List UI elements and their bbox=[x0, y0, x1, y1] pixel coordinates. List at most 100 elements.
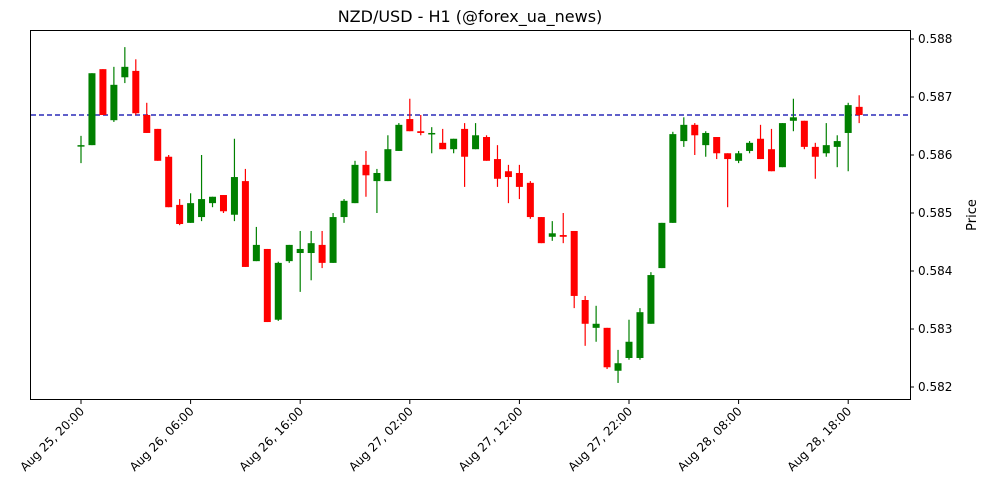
x-tick-label: Aug 27, 02:00 bbox=[346, 404, 416, 474]
candle-body bbox=[461, 128, 469, 157]
candle-down bbox=[757, 124, 765, 160]
x-tick-label: Aug 27, 12:00 bbox=[456, 404, 526, 474]
candle-up bbox=[548, 221, 556, 241]
candle-down bbox=[362, 150, 370, 197]
candle-body bbox=[855, 106, 863, 115]
y-tick-label: 0.583 bbox=[918, 322, 952, 336]
candle-body bbox=[822, 145, 830, 154]
candle-body bbox=[548, 233, 556, 237]
candle-body bbox=[811, 146, 819, 157]
candle-up bbox=[110, 66, 118, 122]
candle-body bbox=[143, 114, 151, 133]
candle-body bbox=[428, 132, 436, 135]
candle-body bbox=[735, 153, 743, 161]
y-tick-label: 0.586 bbox=[918, 148, 952, 162]
candle-body bbox=[636, 312, 644, 358]
candle-down bbox=[263, 248, 271, 323]
candle-body bbox=[165, 156, 173, 208]
candle-body bbox=[450, 138, 458, 150]
candle-body bbox=[274, 262, 282, 320]
candle-body bbox=[241, 181, 249, 267]
candle-body bbox=[187, 203, 195, 223]
plot-frame bbox=[30, 30, 911, 400]
candle-up bbox=[614, 349, 622, 383]
candle-body bbox=[658, 222, 666, 269]
candle-body bbox=[844, 105, 852, 133]
candle-up bbox=[658, 222, 666, 269]
candle-body bbox=[746, 142, 754, 151]
candle-up bbox=[450, 138, 458, 154]
candle-down bbox=[483, 135, 491, 161]
candle-body bbox=[724, 153, 732, 160]
y-tick-label: 0.584 bbox=[918, 264, 952, 278]
candle-body bbox=[307, 243, 315, 254]
candle-up bbox=[428, 127, 436, 154]
candle-down bbox=[461, 123, 469, 187]
candle-body bbox=[209, 196, 217, 204]
candle-up bbox=[285, 244, 293, 263]
candle-body bbox=[198, 199, 206, 218]
candle-up bbox=[373, 168, 381, 213]
x-tick-label: Aug 28, 18:00 bbox=[785, 404, 855, 474]
y-axis-label: Price bbox=[965, 199, 980, 231]
candle-down bbox=[811, 142, 819, 179]
y-tick-label: 0.587 bbox=[918, 90, 952, 104]
candle-body bbox=[493, 159, 501, 179]
y-axis: 0.582 0.583 0.584 0.585 0.586 0.587 0.588 bbox=[910, 32, 952, 394]
candle-down bbox=[559, 213, 567, 244]
candle-up bbox=[307, 230, 315, 281]
candle-body bbox=[88, 73, 96, 146]
candle-up bbox=[647, 272, 655, 324]
candle-body bbox=[691, 124, 699, 136]
candle-up bbox=[833, 135, 841, 168]
candle-body bbox=[362, 164, 370, 176]
candle-down bbox=[219, 195, 227, 213]
candle-body bbox=[154, 128, 162, 161]
candle-up bbox=[669, 131, 677, 223]
candle-body bbox=[537, 217, 545, 244]
candle-up bbox=[789, 98, 797, 132]
x-tick-label: Aug 26, 06:00 bbox=[127, 404, 197, 474]
candle-up bbox=[230, 138, 238, 222]
candle-up bbox=[746, 141, 754, 154]
candle-body bbox=[800, 120, 808, 147]
candle-down bbox=[515, 164, 523, 200]
candle-up bbox=[778, 123, 786, 168]
candle-body bbox=[472, 135, 480, 150]
candle-body bbox=[570, 230, 578, 296]
candle-down bbox=[439, 128, 447, 150]
candle-body bbox=[439, 142, 447, 150]
chart-title: NZD/USD - H1 (@forex_ua_news) bbox=[338, 7, 603, 27]
x-tick-label: Aug 26, 16:00 bbox=[237, 404, 307, 474]
x-axis: Aug 25, 20:00 Aug 26, 06:00 Aug 26, 16:00 A… bbox=[17, 400, 854, 474]
candle-body bbox=[77, 145, 85, 147]
candle-up bbox=[340, 199, 348, 223]
y-tick-label: 0.585 bbox=[918, 206, 952, 220]
candle-body bbox=[384, 149, 392, 182]
candle-body bbox=[669, 134, 677, 223]
candle-up bbox=[351, 160, 359, 204]
candle-up bbox=[77, 135, 85, 164]
candle-up bbox=[735, 150, 743, 164]
candle-down bbox=[691, 123, 699, 155]
candle-body bbox=[395, 124, 403, 151]
candle-up bbox=[274, 261, 282, 321]
candle-body bbox=[373, 172, 381, 182]
candle-down bbox=[603, 327, 611, 370]
x-tick-label: Aug 25, 20:00 bbox=[17, 404, 87, 474]
candle-body bbox=[285, 244, 293, 262]
candle-up bbox=[395, 123, 403, 151]
candle-down bbox=[154, 128, 162, 161]
candle-up bbox=[88, 73, 96, 146]
candle-body bbox=[296, 248, 304, 254]
candle-body bbox=[483, 137, 491, 161]
candle-body bbox=[592, 323, 600, 328]
candle-body bbox=[318, 244, 326, 263]
candle-down bbox=[767, 128, 775, 172]
candle-body bbox=[515, 172, 523, 187]
candle-body bbox=[132, 70, 140, 114]
candle-down bbox=[417, 114, 425, 136]
candle-down bbox=[526, 181, 534, 219]
candle-up bbox=[121, 47, 129, 84]
